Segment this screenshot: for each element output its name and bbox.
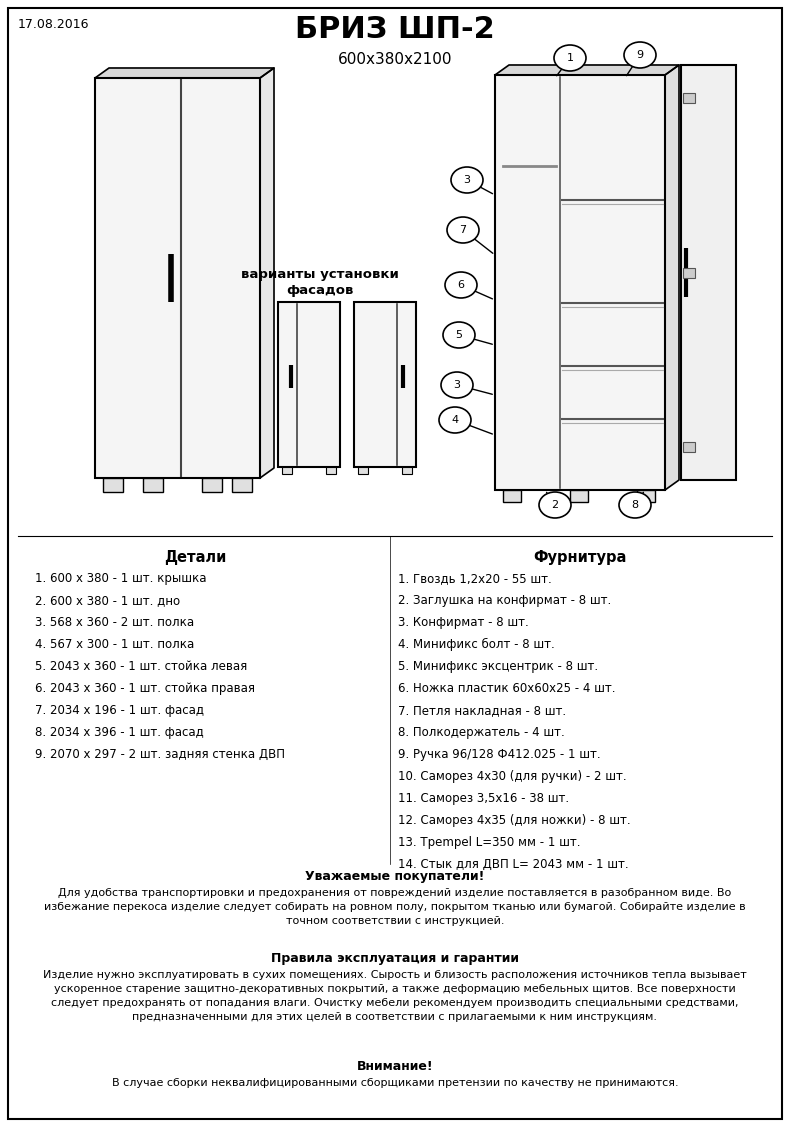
Text: 600x380x2100: 600x380x2100 xyxy=(338,52,452,66)
Bar xyxy=(143,478,163,492)
Text: 5. Минификс эксцентрик - 8 шт.: 5. Минификс эксцентрик - 8 шт. xyxy=(398,660,598,673)
Text: 11. Саморез 3,5х16 - 38 шт.: 11. Саморез 3,5х16 - 38 шт. xyxy=(398,792,569,805)
Bar xyxy=(495,76,665,490)
Ellipse shape xyxy=(445,272,477,298)
Text: 1. 600 х 380 - 1 шт. крышка: 1. 600 х 380 - 1 шт. крышка xyxy=(35,573,206,585)
Text: 8: 8 xyxy=(631,500,638,511)
Text: 3. 568 х 360 - 2 шт. полка: 3. 568 х 360 - 2 шт. полка xyxy=(35,616,194,629)
Bar xyxy=(402,467,412,474)
Text: 9: 9 xyxy=(637,50,644,60)
Text: 7: 7 xyxy=(460,225,467,236)
Text: Внимание!: Внимание! xyxy=(357,1061,433,1073)
Text: Детали: Детали xyxy=(164,550,226,565)
Bar xyxy=(278,302,340,467)
Text: 6. Ножка пластик 60х60х25 - 4 шт.: 6. Ножка пластик 60х60х25 - 4 шт. xyxy=(398,682,615,695)
Text: 3: 3 xyxy=(453,380,461,390)
Text: 6. 2043 х 360 - 1 шт. стойка правая: 6. 2043 х 360 - 1 шт. стойка правая xyxy=(35,682,255,695)
Ellipse shape xyxy=(443,322,475,348)
Text: 7. Петля накладная - 8 шт.: 7. Петля накладная - 8 шт. xyxy=(398,704,566,717)
Text: 2. 600 х 380 - 1 шт. дно: 2. 600 х 380 - 1 шт. дно xyxy=(35,594,180,607)
Text: 4. 567 х 300 - 1 шт. полка: 4. 567 х 300 - 1 шт. полка xyxy=(35,638,194,651)
Bar xyxy=(681,65,736,480)
Bar xyxy=(683,267,695,277)
Polygon shape xyxy=(260,68,274,478)
Text: Для удобства транспортировки и предохранения от повреждений изделие поставляется: Для удобства транспортировки и предохран… xyxy=(44,888,746,926)
Bar xyxy=(354,302,416,467)
Polygon shape xyxy=(95,68,274,78)
Ellipse shape xyxy=(624,42,656,68)
Text: 14. Стык для ДВП L= 2043 мм - 1 шт.: 14. Стык для ДВП L= 2043 мм - 1 шт. xyxy=(398,858,629,871)
Text: 4: 4 xyxy=(451,415,458,425)
Bar xyxy=(95,78,260,478)
Text: 5. 2043 х 360 - 1 шт. стойка левая: 5. 2043 х 360 - 1 шт. стойка левая xyxy=(35,660,247,673)
Text: 3. Конфирмат - 8 шт.: 3. Конфирмат - 8 шт. xyxy=(398,616,529,629)
Text: 9. Ручка 96/128 Ф412.025 - 1 шт.: 9. Ручка 96/128 Ф412.025 - 1 шт. xyxy=(398,748,600,761)
Text: 10. Саморез 4х30 (для ручки) - 2 шт.: 10. Саморез 4х30 (для ручки) - 2 шт. xyxy=(398,770,626,783)
Bar xyxy=(326,467,336,474)
Ellipse shape xyxy=(619,492,651,518)
Bar xyxy=(103,478,123,492)
Ellipse shape xyxy=(441,372,473,398)
Text: Изделие нужно эксплуатировать в сухих помещениях. Сырость и близость расположени: Изделие нужно эксплуатировать в сухих по… xyxy=(43,970,747,1022)
Bar xyxy=(232,478,252,492)
Text: Правила эксплуатация и гарантии: Правила эксплуатация и гарантии xyxy=(271,952,519,965)
Text: 5: 5 xyxy=(456,330,462,340)
Ellipse shape xyxy=(554,45,586,71)
Text: 3: 3 xyxy=(464,175,471,185)
Text: 4. Минификс болт - 8 шт.: 4. Минификс болт - 8 шт. xyxy=(398,638,555,651)
Text: 2: 2 xyxy=(551,500,559,511)
Bar xyxy=(637,490,655,502)
Bar xyxy=(358,467,368,474)
Text: 9. 2070 х 297 - 2 шт. задняя стенка ДВП: 9. 2070 х 297 - 2 шт. задняя стенка ДВП xyxy=(35,748,285,761)
Ellipse shape xyxy=(447,218,479,243)
Text: 17.08.2016: 17.08.2016 xyxy=(18,18,89,32)
Text: 8. Полкодержатель - 4 шт.: 8. Полкодержатель - 4 шт. xyxy=(398,726,565,739)
Ellipse shape xyxy=(451,167,483,193)
Text: БРИЗ ШП-2: БРИЗ ШП-2 xyxy=(295,15,495,44)
Ellipse shape xyxy=(539,492,571,518)
Polygon shape xyxy=(665,65,679,490)
Bar xyxy=(683,94,695,104)
Bar xyxy=(202,478,222,492)
Text: Уважаемые покупатели!: Уважаемые покупатели! xyxy=(305,870,485,882)
Text: 8. 2034 х 396 - 1 шт. фасад: 8. 2034 х 396 - 1 шт. фасад xyxy=(35,726,204,739)
Text: 1. Гвоздь 1,2х20 - 55 шт.: 1. Гвоздь 1,2х20 - 55 шт. xyxy=(398,573,551,585)
Text: 7. 2034 х 196 - 1 шт. фасад: 7. 2034 х 196 - 1 шт. фасад xyxy=(35,704,204,717)
Bar xyxy=(570,490,588,502)
Text: 12. Саморез 4х35 (для ножки) - 8 шт.: 12. Саморез 4х35 (для ножки) - 8 шт. xyxy=(398,814,630,827)
Text: 1: 1 xyxy=(566,53,574,63)
Text: варианты установки
фасадов: варианты установки фасадов xyxy=(241,268,399,298)
Bar xyxy=(503,490,521,502)
Polygon shape xyxy=(495,65,679,76)
Text: 6: 6 xyxy=(457,279,465,290)
Text: 2. Заглушка на конфирмат - 8 шт.: 2. Заглушка на конфирмат - 8 шт. xyxy=(398,594,611,607)
Text: В случае сборки неквалифицированными сборщиками претензии по качеству не принима: В случае сборки неквалифицированными сбо… xyxy=(111,1079,679,1088)
Ellipse shape xyxy=(439,407,471,433)
Text: 13. Трempel L=350 мм - 1 шт.: 13. Трempel L=350 мм - 1 шт. xyxy=(398,836,581,849)
Bar xyxy=(282,467,292,474)
Bar xyxy=(683,442,695,452)
Text: Фурнитура: Фурнитура xyxy=(533,550,626,565)
